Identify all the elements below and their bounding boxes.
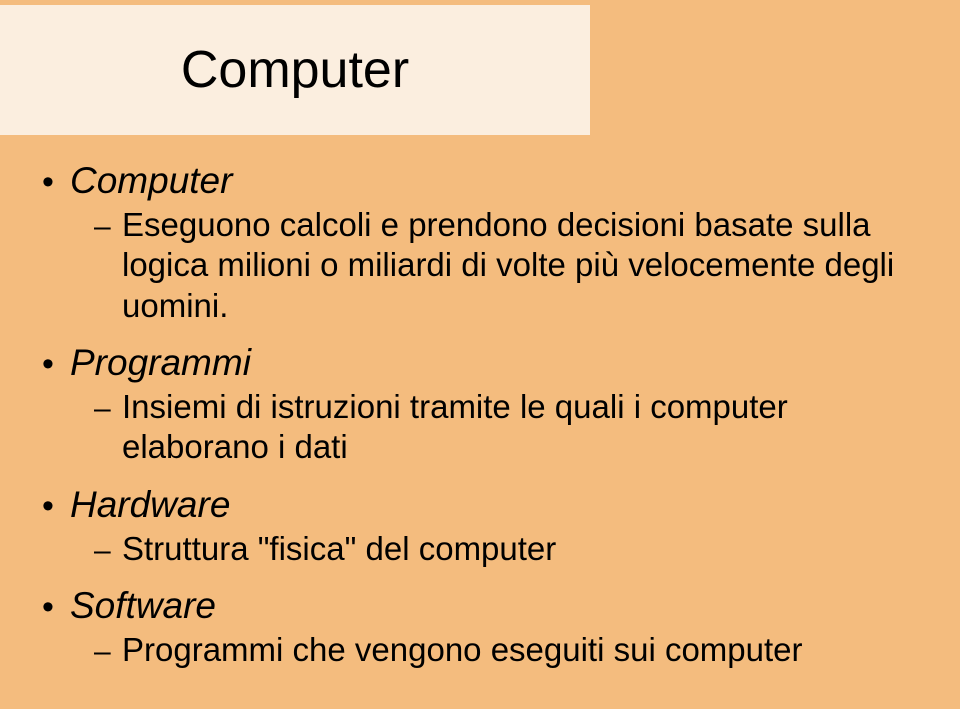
sub-list-text: Struttura "fisica" del computer — [122, 529, 922, 569]
sub-list-item: – Eseguono calcoli e prendono decisioni … — [94, 205, 922, 326]
bullet-level2-icon: – — [94, 394, 122, 424]
list-item: • Software – Programmi che vengono esegu… — [42, 583, 922, 670]
sub-list-item: – Struttura "fisica" del computer — [94, 529, 922, 569]
sub-list-text: Insiemi di istruzioni tramite le quali i… — [122, 387, 922, 468]
list-item-label: Hardware — [70, 482, 230, 527]
sub-list: – Insiemi di istruzioni tramite le quali… — [42, 387, 922, 468]
list-item-label: Computer — [70, 158, 232, 203]
bullet-row: • Computer — [42, 158, 922, 203]
sub-list: – Struttura "fisica" del computer — [42, 529, 922, 569]
bullet-row: • Software — [42, 583, 922, 628]
bullet-level2-icon: – — [94, 637, 122, 667]
sub-list-item: – Insiemi di istruzioni tramite le quali… — [94, 387, 922, 468]
sub-list-item: – Programmi che vengono eseguiti sui com… — [94, 630, 922, 670]
bullet-list: • Computer – Eseguono calcoli e prendono… — [42, 158, 922, 670]
bullet-level1-icon: • — [42, 347, 70, 381]
bullet-row: • Programmi — [42, 340, 922, 385]
bullet-level1-icon: • — [42, 590, 70, 624]
slide: Computer • Computer – Eseguono calcoli e… — [0, 0, 960, 709]
sub-list-text: Programmi che vengono eseguiti sui compu… — [122, 630, 922, 670]
bullet-level1-icon: • — [42, 165, 70, 199]
sub-list: – Programmi che vengono eseguiti sui com… — [42, 630, 922, 670]
list-item: • Programmi – Insiemi di istruzioni tram… — [42, 340, 922, 468]
list-item: • Computer – Eseguono calcoli e prendono… — [42, 158, 922, 326]
sub-list-text: Eseguono calcoli e prendono decisioni ba… — [122, 205, 922, 326]
list-item-label: Programmi — [70, 340, 251, 385]
title-box: Computer — [0, 5, 590, 135]
bullet-row: • Hardware — [42, 482, 922, 527]
list-item-label: Software — [70, 583, 216, 628]
bullet-level2-icon: – — [94, 212, 122, 242]
list-item: • Hardware – Struttura "fisica" del comp… — [42, 482, 922, 569]
bullet-level1-icon: • — [42, 489, 70, 523]
slide-title: Computer — [181, 40, 409, 100]
slide-content: • Computer – Eseguono calcoli e prendono… — [42, 158, 922, 684]
bullet-level2-icon: – — [94, 536, 122, 566]
sub-list: – Eseguono calcoli e prendono decisioni … — [42, 205, 922, 326]
